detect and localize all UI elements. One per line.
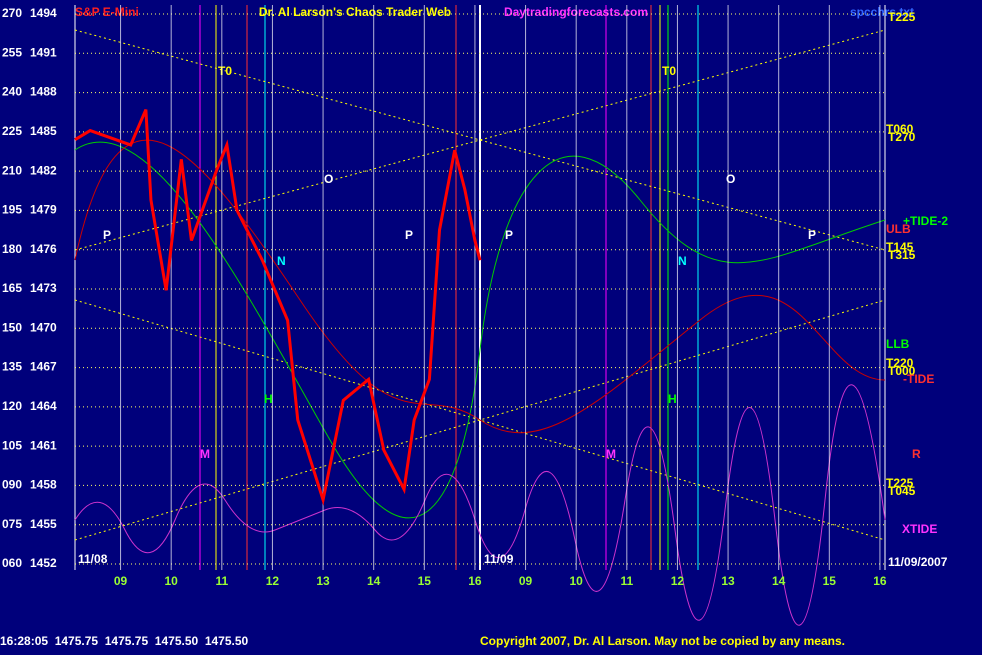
title: S&P E-Mini [75, 5, 139, 19]
y-tick-label: 1470 [30, 320, 57, 334]
annotation: T270 [888, 130, 916, 144]
file-name: spcchrs.txt [850, 5, 914, 19]
y2-tick-label: 150 [2, 320, 22, 334]
annotation: T045 [888, 484, 916, 498]
annotation: ULB [886, 222, 911, 236]
y-tick-label: 1482 [30, 163, 57, 177]
x-tick-label: 13 [721, 574, 735, 588]
y2-tick-label: 120 [2, 399, 22, 413]
y-tick-label: 1461 [30, 438, 57, 452]
x-tick-label: 12 [266, 574, 280, 588]
annotations: T0 T0 P P P P O O N N H H M M T225 T060 … [103, 10, 948, 536]
annotation: XTIDE [902, 522, 937, 536]
y-tick-label: 1455 [30, 517, 57, 531]
y-tick-label: 1494 [30, 6, 57, 20]
quote: 16:28:05 1475.75 1475.75 1475.50 1475.50 [0, 634, 249, 648]
x-tick-label: 15 [418, 574, 432, 588]
x-tick-label: 10 [165, 574, 179, 588]
annotation: N [277, 254, 286, 268]
y-tick-label: 1488 [30, 85, 57, 99]
annotation: P [505, 228, 513, 242]
x-tick-label: 11 [215, 574, 228, 588]
y2-tick-label: 195 [2, 203, 22, 217]
annotation: P [405, 228, 413, 242]
author: Dr. Al Larson's Chaos Trader Web [259, 5, 451, 19]
annotation: N [678, 254, 687, 268]
x-tick-label: 09 [519, 574, 533, 588]
y2-tick-label: 255 [2, 45, 22, 59]
y2-tick-label: 240 [2, 85, 22, 99]
annotation: H [668, 392, 677, 406]
y-tick-label: 1485 [30, 124, 57, 138]
annotation: T225 [888, 10, 916, 24]
annotation: O [726, 172, 735, 186]
annotation: T145 [886, 240, 914, 254]
date-label: 11/09 [484, 552, 514, 566]
annotation: T220 [886, 356, 914, 370]
y2-tick-label: 225 [2, 124, 22, 138]
annotation: T315 [888, 248, 916, 262]
x-tick-label: 09 [114, 574, 128, 588]
y-tick-label: 1464 [30, 399, 57, 413]
y-tick-label: 1491 [30, 45, 57, 59]
annotation: O [324, 172, 333, 186]
x-tick-label: 16 [468, 574, 482, 588]
annotation: T225 [886, 476, 914, 490]
y2-tick-label: 105 [2, 438, 22, 452]
x-tick-label: 12 [671, 574, 685, 588]
x-tick-label: 16 [873, 574, 887, 588]
y-tick-label: 1452 [30, 556, 57, 570]
y2-tick-label: 060 [2, 556, 22, 570]
annotation: M [606, 447, 616, 461]
x-tick-label: 13 [316, 574, 330, 588]
decorative-lines [74, 5, 886, 626]
x-tick-label: 11 [620, 574, 633, 588]
y-tick-label: 1479 [30, 203, 57, 217]
y-tick-label: 1476 [30, 242, 57, 256]
annotation: T000 [888, 364, 916, 378]
annotation: P [808, 228, 816, 242]
y-tick-label: 1467 [30, 360, 57, 374]
annotation: T0 [662, 64, 676, 78]
annotation: LLB [886, 337, 910, 351]
y2-tick-label: 165 [2, 281, 22, 295]
annotation: T0 [218, 64, 232, 78]
x-tick-label: 10 [570, 574, 584, 588]
annotation: R [912, 447, 921, 461]
annotation: H [264, 392, 273, 406]
annotation: +TIDE-2 [903, 214, 948, 228]
price-line [74, 109, 482, 506]
y-tick-label: 1473 [30, 281, 57, 295]
x-tick-label: 14 [367, 574, 381, 588]
annotation: -TIDE [903, 372, 934, 386]
y2-tick-label: 180 [2, 242, 22, 256]
date-label: 11/09/2007 [888, 555, 948, 569]
copyright: Copyright 2007, Dr. Al Larson. May not b… [480, 634, 845, 648]
y2-tick-label: 090 [2, 478, 22, 492]
y2-tick-label: 210 [2, 163, 22, 177]
y2-tick-label: 135 [2, 360, 22, 374]
y2-tick-label: 075 [2, 517, 22, 531]
y2-tick-label: 270 [2, 6, 22, 20]
annotation: T060 [886, 122, 914, 136]
date-label: 11/08 [78, 552, 108, 566]
x-tick-label: 14 [772, 574, 786, 588]
y-tick-label: 1458 [30, 478, 57, 492]
annotation: M [200, 447, 210, 461]
annotation: P [103, 228, 111, 242]
x-tick-label: 15 [823, 574, 837, 588]
